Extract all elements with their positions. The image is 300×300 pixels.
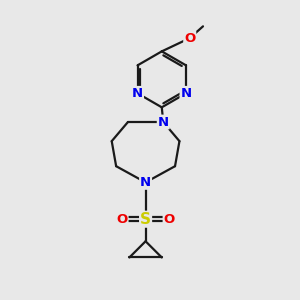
Text: N: N — [180, 87, 192, 100]
Text: O: O — [184, 32, 195, 45]
Text: O: O — [116, 213, 128, 226]
Text: S: S — [140, 212, 151, 227]
Text: O: O — [164, 213, 175, 226]
Text: N: N — [158, 116, 169, 128]
Text: N: N — [140, 176, 151, 189]
Text: N: N — [132, 87, 143, 100]
